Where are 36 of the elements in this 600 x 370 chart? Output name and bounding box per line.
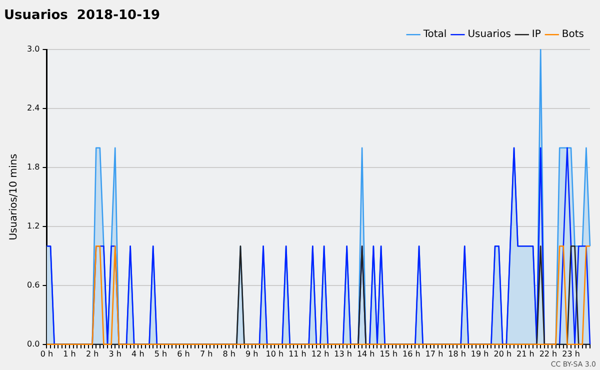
- x-tick-label: 14 h: [356, 349, 375, 358]
- x-tick-label: 6 h: [177, 349, 190, 358]
- x-tick-label: 19 h: [470, 349, 489, 358]
- x-tick-label: 4 h: [132, 349, 144, 358]
- x-tick-label: 21 h: [516, 349, 534, 358]
- legend-label: Total: [422, 29, 447, 40]
- legend-label: Usuarios: [468, 29, 511, 40]
- y-tick-label: 2.4: [26, 104, 40, 113]
- x-tick-label: 3 h: [108, 349, 122, 358]
- chart-title: Usuarios 2018-10-19: [4, 8, 160, 24]
- x-tick-label: 1 h: [63, 349, 76, 358]
- x-tick-label: 8 h: [222, 349, 236, 358]
- x-tick-label: 7 h: [200, 349, 213, 358]
- x-tick-label: 10 h: [266, 349, 284, 358]
- x-tick-label: 12 h: [311, 349, 330, 358]
- x-tick-label: 13 h: [334, 349, 352, 358]
- x-tick-label: 17 h: [425, 349, 444, 358]
- x-tick-label: 15 h: [380, 349, 398, 358]
- legend-label: IP: [532, 29, 541, 40]
- x-tick-label: 23 h: [562, 349, 580, 358]
- y-tick-label: 0.0: [26, 339, 40, 348]
- y-tick-label: 1.8: [26, 162, 40, 172]
- x-tick-label: 2 h: [86, 349, 99, 358]
- x-tick-label: 20 h: [494, 349, 512, 358]
- legend-label: Bots: [562, 29, 584, 40]
- y-tick-label: 0.6: [26, 280, 40, 290]
- x-tick-label: 9 h: [246, 349, 258, 358]
- y-tick-label: 1.2: [26, 222, 40, 231]
- x-tick-label: 5 h: [154, 349, 168, 358]
- y-axis-title: Usuarios/10 mins: [8, 154, 20, 240]
- y-tick-label: 3.0: [26, 44, 40, 54]
- x-tick-label: 22 h: [539, 349, 558, 358]
- x-tick-label: 16 h: [402, 349, 420, 358]
- x-tick-label: 18 h: [448, 349, 466, 358]
- x-tick-label: 0 h: [40, 349, 54, 358]
- x-tick-label: 11 h: [288, 349, 306, 358]
